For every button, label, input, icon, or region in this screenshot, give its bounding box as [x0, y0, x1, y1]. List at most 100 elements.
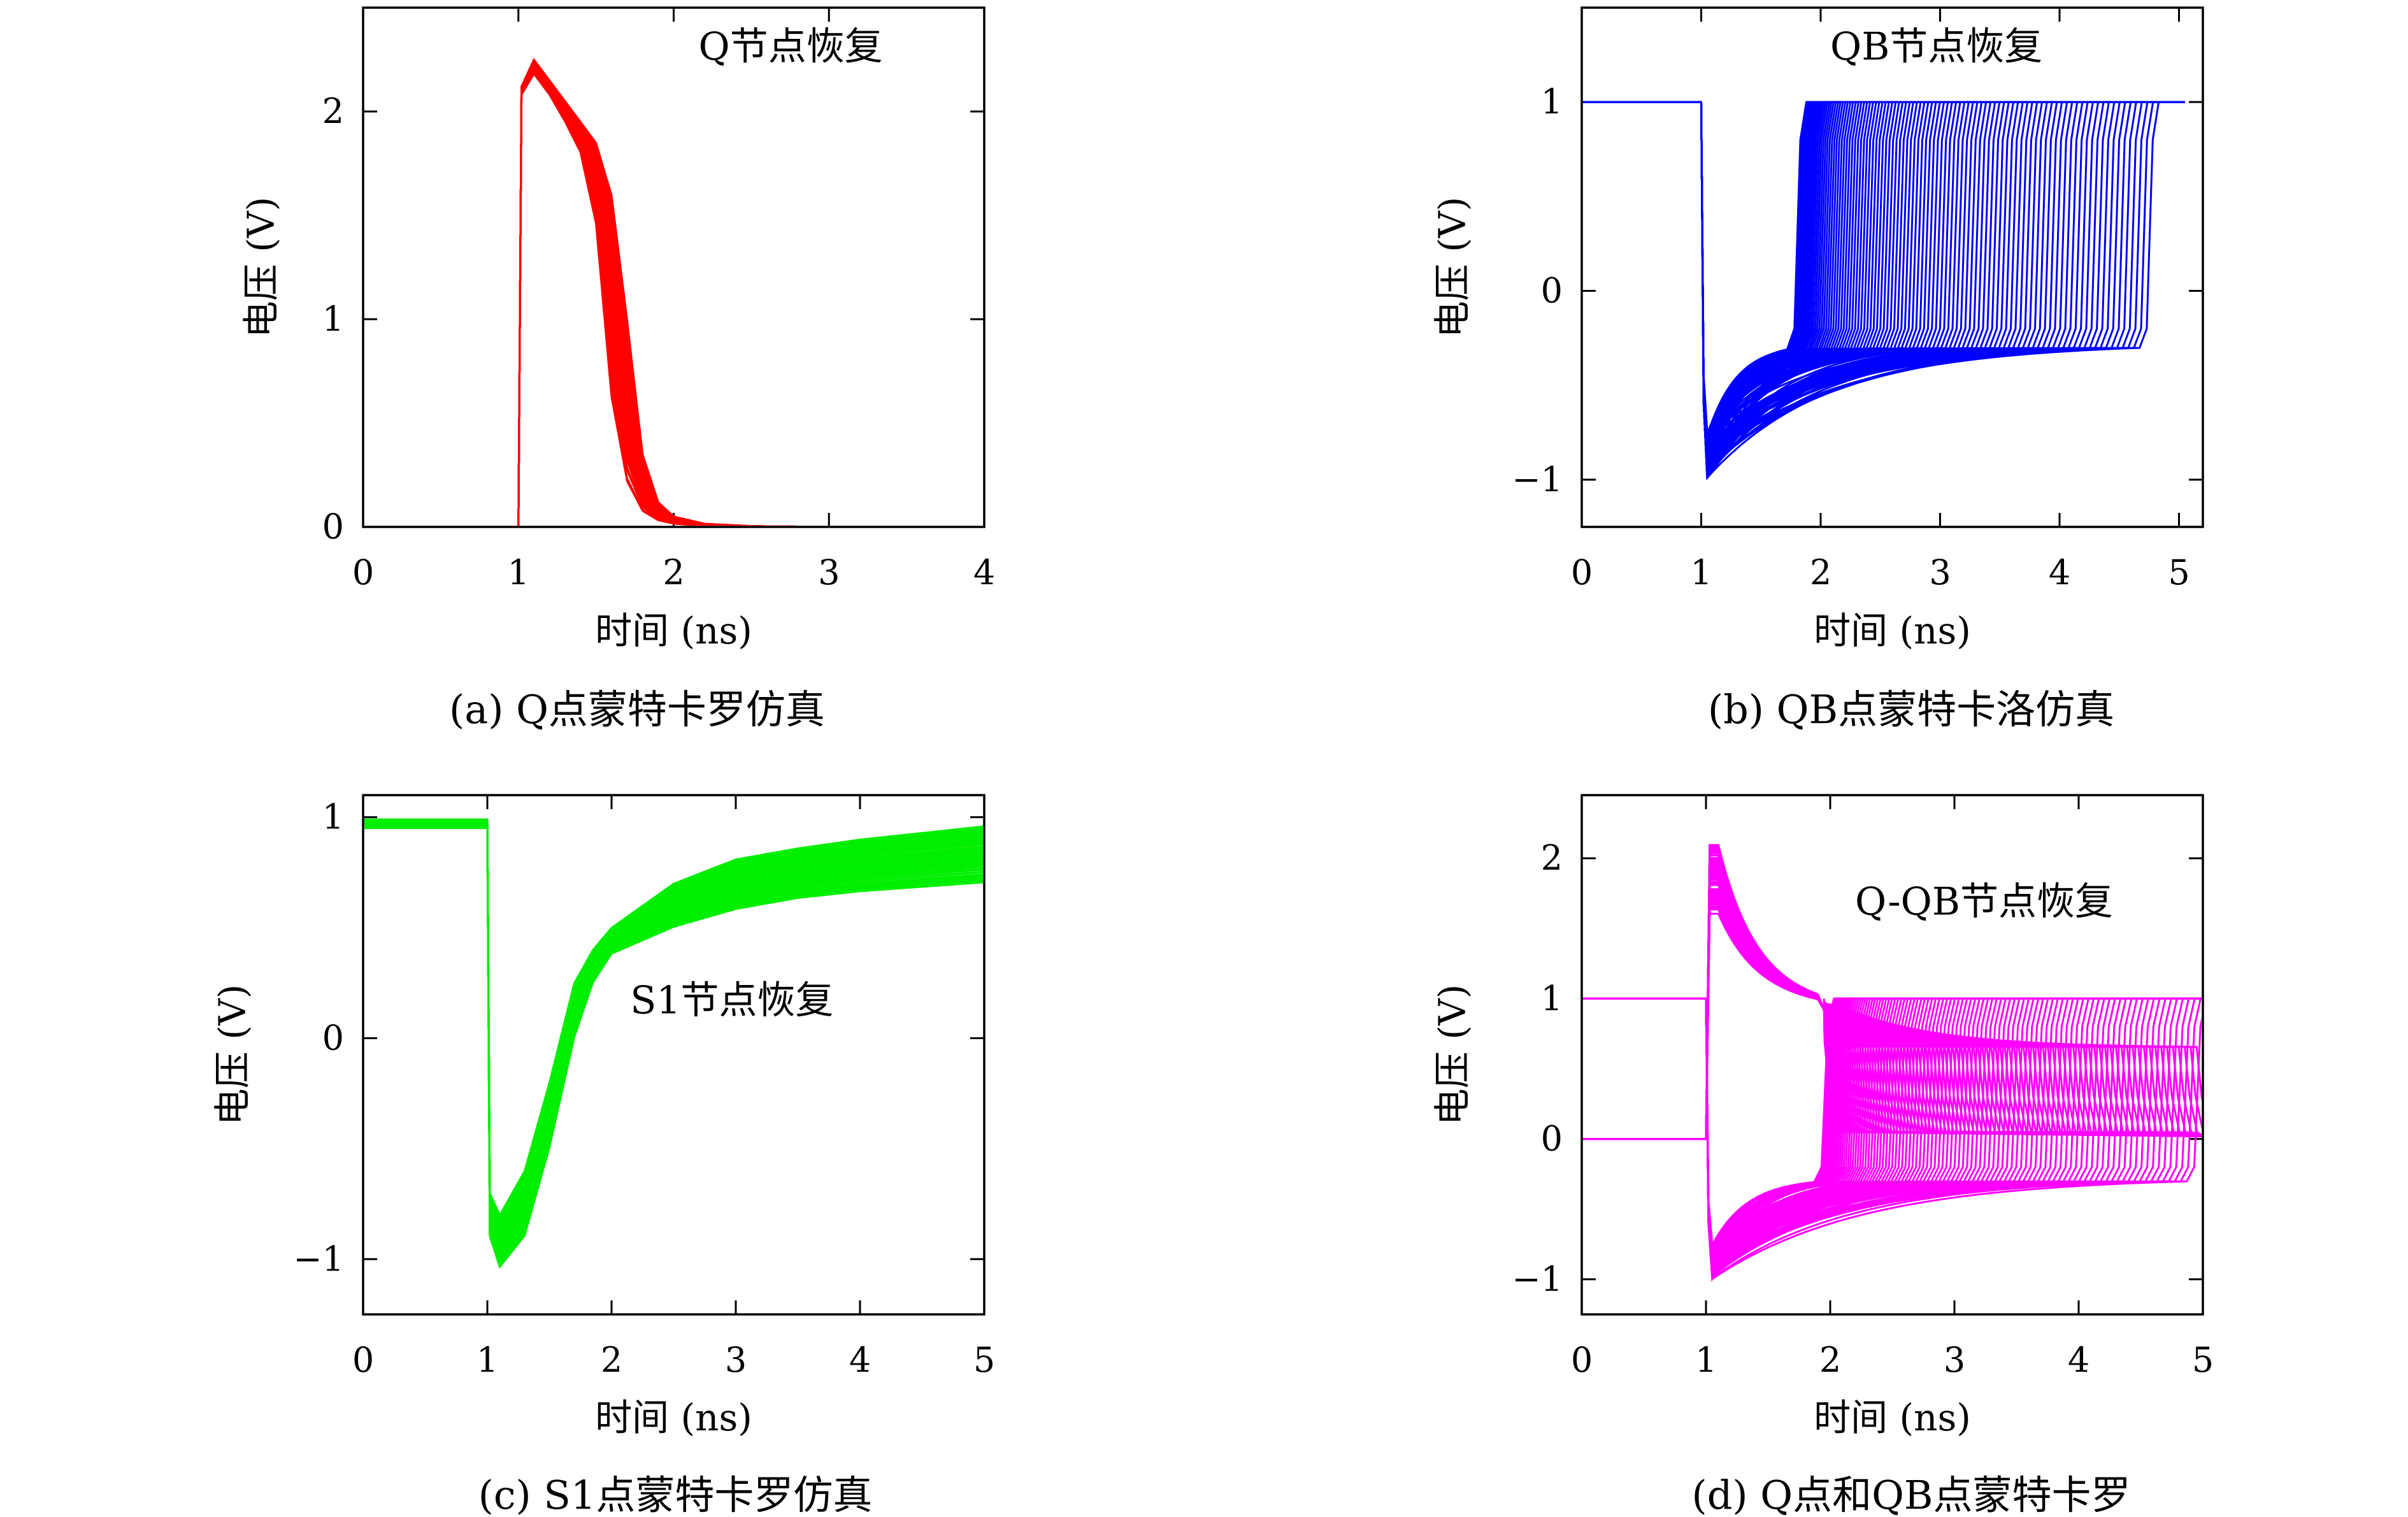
x-tick-label: 1: [477, 1340, 498, 1380]
series-line: [1583, 101, 2185, 459]
series-line: [517, 61, 795, 526]
series-line: [517, 67, 773, 526]
y-axis-label: 电压 (V): [211, 984, 254, 1126]
series-group: [1583, 844, 2202, 1283]
series-line: [517, 68, 773, 526]
x-tick-label: 4: [849, 1340, 871, 1380]
plot-frame: [1580, 794, 2204, 1316]
series-line: [517, 71, 745, 526]
series-line: [517, 62, 792, 526]
y-tick-label: 1: [1541, 978, 1563, 1018]
series-line: [517, 64, 789, 526]
series-line: [364, 821, 983, 1234]
panel-caption: (d) Q点和QB点蒙特卡罗: [1692, 1472, 2131, 1517]
series-line: [517, 69, 758, 526]
series-line: [517, 64, 789, 526]
series-line: [517, 71, 749, 526]
y-tick-label: −1: [293, 1239, 344, 1279]
series-line: [517, 64, 789, 526]
series-line: [517, 61, 795, 526]
series-line: [517, 69, 764, 526]
series-line: [517, 61, 795, 526]
series-line: [517, 69, 758, 526]
series-group: [517, 57, 801, 526]
series-line: [517, 66, 780, 526]
series-line: [517, 68, 773, 526]
y-tick-label: 0: [322, 1017, 344, 1058]
series-line: [517, 67, 777, 526]
chart-panel-d: 0 1 2 3 4 5 −1 0 1 2 时间 (ns) 电压 (V) Q-QB节点恢复 (d) Q点和Q…: [1431, 794, 2214, 1517]
series-line: [517, 62, 792, 526]
series-line: [517, 62, 792, 526]
series-line: [517, 64, 786, 526]
x-tick-label: 0: [1571, 552, 1593, 593]
plot-frame: [1580, 6, 2204, 528]
x-tick-label: 4: [2068, 1340, 2089, 1380]
series-line: [517, 62, 792, 526]
series-line-qb: [1583, 997, 2202, 1247]
series-line: [517, 61, 795, 526]
x-tick-label: 2: [1810, 552, 1831, 593]
series-line: [517, 61, 795, 526]
series-line: [517, 60, 798, 526]
series-line: [517, 69, 758, 526]
series-line: [517, 69, 758, 526]
series-line-qb: [1583, 997, 2202, 1281]
series-line: [517, 65, 786, 526]
y-tick-label: 2: [322, 91, 344, 131]
annotation-label: Q-QB节点恢复: [1855, 879, 2113, 924]
series-line: [517, 62, 795, 526]
x-tick-label: 3: [818, 552, 840, 593]
series-line: [1583, 101, 2185, 467]
series-line: [517, 61, 795, 526]
series-line: [517, 60, 798, 526]
series-line: [517, 66, 783, 526]
annotation-label: S1节点恢复: [630, 978, 833, 1023]
series-line: [517, 64, 786, 526]
series-line: [517, 59, 798, 526]
series-line: [517, 58, 801, 526]
series-line: [364, 823, 983, 1246]
series-line: [517, 61, 795, 526]
y-tick-label: 2: [1541, 838, 1563, 878]
series-line: [517, 68, 767, 526]
plot-frame: [362, 6, 985, 528]
x-tick-label: 3: [1929, 552, 1951, 593]
series-line: [517, 68, 767, 526]
series-line: [1583, 101, 2185, 435]
series-line: [517, 67, 777, 526]
x-tick-label: 2: [663, 552, 684, 593]
series-line: [517, 64, 786, 526]
panel-caption: (a) Q点蒙特卡罗仿真: [449, 686, 825, 733]
series-line-q: [1583, 851, 2202, 1140]
series-line: [517, 66, 780, 526]
series-line: [517, 63, 789, 526]
series-line: [517, 61, 795, 526]
series-line: [517, 62, 792, 526]
series-line: [364, 826, 983, 1262]
series-line: [517, 63, 792, 526]
series-line: [517, 66, 783, 526]
series-line: [517, 65, 783, 526]
y-axis-label: 电压 (V): [1431, 984, 1474, 1126]
series-group: [1583, 101, 2185, 481]
series-line: [517, 63, 789, 526]
series-line: [517, 70, 755, 526]
series-line: [517, 71, 749, 526]
series-group: [364, 818, 983, 1269]
series-line: [517, 61, 795, 526]
x-tick-label: 4: [2049, 552, 2070, 593]
x-tick-label: 1: [508, 552, 529, 593]
series-line: [517, 63, 789, 526]
plot-frame: [362, 794, 985, 1316]
series-line: [517, 68, 770, 526]
series-line: [517, 61, 795, 526]
series-line: [517, 61, 795, 526]
series-line: [517, 61, 795, 526]
x-tick-label: 5: [2192, 1340, 2214, 1380]
series-line: [517, 59, 798, 526]
chart-panel-b: 0 1 2 3 4 5 −1 0 1 时间 (ns) 电压 (V) QB节点恢复 (b) QB点蒙特卡洛…: [1431, 6, 2204, 733]
x-tick-label: 3: [725, 1340, 747, 1380]
x-tick-label: 1: [1695, 1340, 1717, 1380]
